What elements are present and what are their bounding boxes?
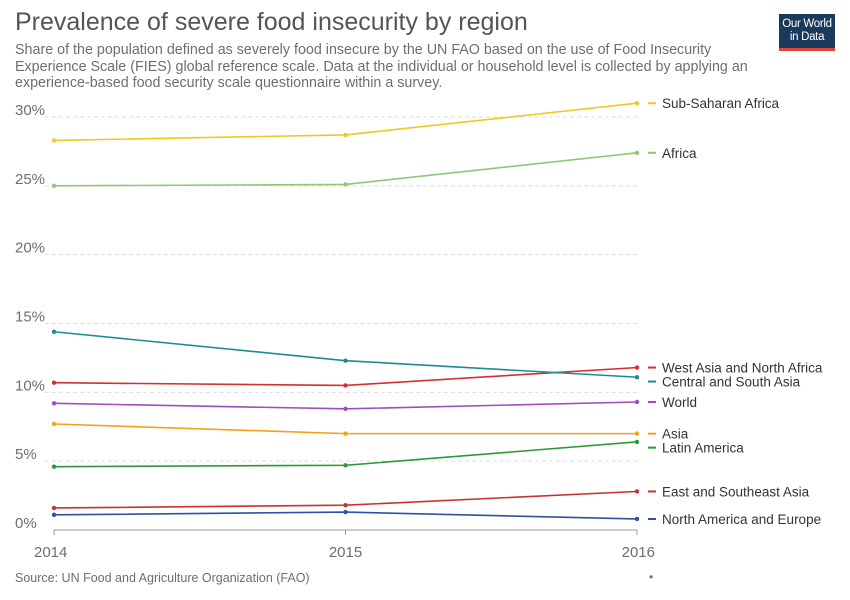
x-tick-label: 2015	[329, 544, 362, 561]
data-point[interactable]	[634, 365, 640, 370]
y-tick-label: 10%	[15, 377, 45, 394]
data-point[interactable]	[634, 431, 640, 436]
series-label: West Asia and North Africa	[662, 361, 823, 376]
data-point[interactable]	[51, 464, 57, 469]
data-point[interactable]	[634, 489, 640, 494]
data-point[interactable]	[51, 138, 57, 143]
y-axis-ticks: 0% 5% 10% 15% 20% 25% 30%	[15, 102, 45, 532]
data-point[interactable]	[51, 329, 57, 334]
gridlines	[45, 116, 637, 531]
series-label: Africa	[662, 146, 697, 161]
data-point[interactable]	[343, 383, 348, 388]
series-label: Sub-Saharan Africa	[662, 96, 780, 111]
chart-subtitle: Share of the population defined as sever…	[15, 42, 748, 91]
series-label: East and Southeast Asia	[662, 484, 810, 499]
logo-line-1: Our World	[782, 18, 832, 30]
logo-line-2: in Data	[789, 31, 825, 43]
data-point[interactable]	[343, 503, 348, 508]
series-label: Latin America	[662, 441, 744, 456]
data-point[interactable]	[343, 406, 348, 412]
y-tick-label: 15%	[15, 309, 45, 326]
data-point[interactable]	[343, 358, 348, 363]
logo-accent-bar	[779, 48, 835, 51]
series-line[interactable]	[53, 151, 638, 187]
data-point[interactable]	[51, 183, 57, 189]
y-tick-label: 5%	[15, 446, 37, 463]
y-tick-label: 25%	[15, 171, 45, 188]
x-tick-label: 2014	[34, 544, 67, 561]
y-tick-label: 30%	[15, 102, 45, 119]
data-point[interactable]	[51, 401, 57, 406]
data-point[interactable]	[634, 439, 640, 445]
data-point[interactable]	[634, 516, 640, 522]
series-label: North America and Europe	[662, 512, 821, 527]
x-axis-ticks: 2014 2015 2016	[34, 530, 655, 561]
owid-logo[interactable]: Our World in Data	[779, 14, 835, 51]
y-tick-label: 20%	[15, 240, 45, 257]
series-label: Central and South Asia	[662, 375, 801, 390]
source-note: Source: UN Food and Agriculture Organiza…	[15, 571, 310, 585]
data-point[interactable]	[51, 512, 57, 518]
data-point[interactable]	[634, 150, 640, 155]
series-label: Asia	[662, 427, 689, 442]
y-tick-label: 0%	[15, 515, 37, 532]
series-lines	[51, 101, 640, 522]
series-label: World	[662, 395, 697, 410]
series-line[interactable]	[53, 330, 638, 378]
data-point[interactable]	[51, 380, 57, 385]
chart-title: Prevalence of severe food insecurity by …	[15, 8, 528, 36]
data-point[interactable]	[343, 182, 348, 187]
series-line[interactable]	[53, 366, 638, 387]
data-point[interactable]	[634, 399, 640, 405]
series-labels: Sub-Saharan Africa Africa West Asia and No…	[648, 96, 823, 527]
data-point[interactable]	[51, 505, 57, 511]
data-point[interactable]	[343, 509, 348, 515]
data-point[interactable]	[634, 101, 640, 106]
data-point[interactable]	[51, 421, 57, 427]
data-point[interactable]	[343, 132, 348, 138]
series-line[interactable]	[53, 441, 638, 468]
data-point[interactable]	[343, 431, 348, 436]
data-point[interactable]	[634, 374, 640, 380]
data-point[interactable]	[343, 463, 348, 468]
footer-mark: •	[649, 570, 654, 584]
x-tick-label: 2016	[622, 544, 655, 561]
